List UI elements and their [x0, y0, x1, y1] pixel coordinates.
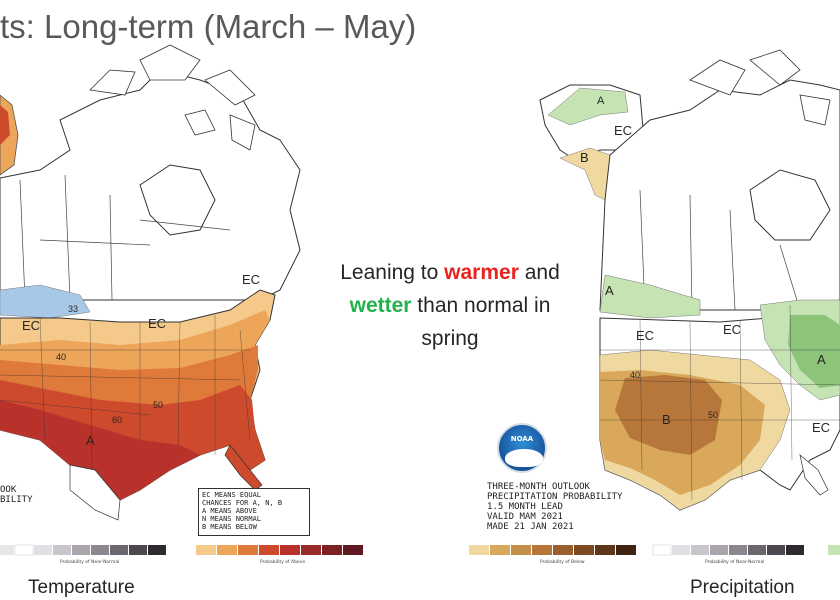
temp-map-title-line2: BILITY	[0, 495, 33, 505]
precip-scale-label-below: Probability of Below	[540, 560, 585, 565]
precip-info-line1: THREE-MONTH OUTLOOK	[487, 482, 590, 492]
precip-label-40: 40	[630, 370, 641, 380]
temp-legend-line5: B MEANS BELOW	[202, 523, 257, 531]
precip-label-ec-se: EC	[812, 420, 831, 435]
precipitation-caption: Precipitation	[690, 577, 795, 598]
temp-legend-box: EC MEANS EQUAL CHANCES FOR A, N, B A MEA…	[198, 488, 310, 536]
precip-label-ec-alaska: EC	[614, 123, 633, 138]
callout-warmer-word: warmer	[444, 261, 519, 284]
temp-label-40: 40	[56, 352, 67, 362]
callout-wetter-word: wetter	[349, 294, 412, 317]
precip-label-a-nw: A	[605, 283, 614, 298]
temp-legend-line2: CHANCES FOR A, N, B	[202, 499, 283, 507]
temp-label-60: 60	[112, 415, 123, 425]
temp-label-above: A	[86, 433, 95, 448]
temp-legend-line4: N MEANS NORMAL	[202, 515, 262, 523]
precipitation-scale	[469, 544, 840, 556]
precip-info-block: THREE-MONTH OUTLOOK PRECIPITATION PROBAB…	[487, 482, 622, 532]
temperature-scale	[0, 544, 363, 556]
precip-info-line3: 1.5 MONTH LEAD	[487, 502, 563, 512]
noaa-bird-icon	[505, 449, 543, 467]
temp-label-ec-ne: EC	[242, 272, 261, 287]
callout-line2: wetter than normal in	[300, 289, 600, 322]
precip-scale-label-normal: Probability of Near-Normal	[705, 560, 765, 565]
precipitation-map	[539, 49, 840, 511]
outlook-callout: Leaning to warmer and wetter than normal…	[300, 256, 600, 355]
noaa-logo: NOAA	[497, 423, 547, 473]
callout-line1-pre: Leaning to	[340, 261, 445, 284]
callout-line1: Leaning to warmer and	[300, 256, 600, 289]
temp-map-title-line1: OOK	[0, 485, 17, 495]
precip-info-line4: VALID MAM 2021	[487, 512, 563, 522]
temperature-caption: Temperature	[28, 577, 135, 598]
temp-label-ec-mid: EC	[148, 316, 167, 331]
callout-line1-post: and	[518, 261, 560, 284]
precip-label-b-alaska: B	[580, 150, 589, 165]
temperature-map	[0, 44, 301, 521]
precip-label-ec-mid: EC	[723, 322, 742, 337]
temp-legend-line3: A MEANS ABOVE	[202, 507, 257, 515]
callout-line3: spring	[421, 327, 479, 350]
precip-label-50: 50	[708, 410, 719, 420]
temp-scale-label-normal: Probability of Near-Normal	[60, 560, 120, 565]
precip-label-a-alaska: A	[597, 95, 605, 107]
temp-label-50: 50	[153, 400, 164, 410]
precip-info-line5: MADE 21 JAN 2021	[487, 522, 574, 532]
slide-title: ts: Long-term (March – May)	[0, 8, 417, 45]
precip-info-line2: PRECIPITATION PROBABILITY	[487, 492, 623, 502]
temp-legend-line1: EC MEANS EQUAL	[202, 491, 262, 499]
noaa-logo-text: NOAA	[510, 435, 534, 443]
callout-line2-post: than normal in	[411, 294, 551, 317]
temp-label-ec-west: EC	[22, 318, 41, 333]
precip-label-b-sw: B	[662, 412, 671, 427]
temp-scale-label-above: Probability of Above	[260, 560, 306, 565]
temp-label-33: 33	[68, 304, 79, 314]
precip-label-ec-west: EC	[636, 328, 655, 343]
precip-label-a-ohio: A	[817, 352, 826, 367]
